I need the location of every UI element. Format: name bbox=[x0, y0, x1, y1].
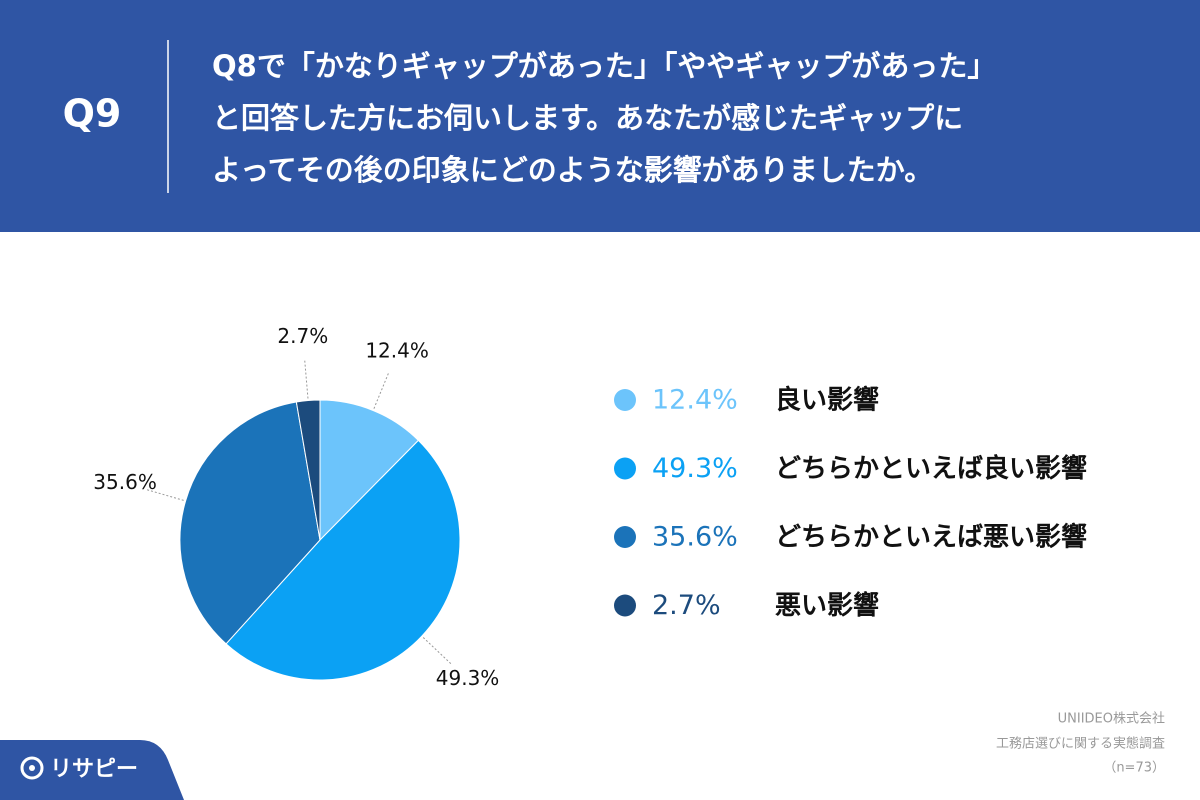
pie-slice bbox=[225, 439, 461, 681]
legend-value: 35.6% bbox=[652, 522, 738, 553]
leader-line bbox=[304, 358, 309, 399]
legend-value: 49.3% bbox=[652, 453, 738, 484]
slice-label: 12.4% bbox=[365, 339, 429, 363]
slice-label: 49.3% bbox=[436, 666, 500, 690]
legend-label: 良い影響 bbox=[775, 385, 879, 416]
panel bbox=[0, 232, 1200, 800]
slice-label: 2.7% bbox=[277, 324, 328, 348]
legend-marker bbox=[614, 594, 636, 617]
legend-label: どちらかといえば悪い影響 bbox=[775, 522, 1087, 553]
legend-marker bbox=[614, 526, 636, 548]
logo-text: リサピー bbox=[50, 757, 138, 782]
leader-line bbox=[373, 371, 390, 409]
logo-icon bbox=[20, 756, 44, 780]
pie-slice bbox=[179, 401, 321, 645]
legend-marker bbox=[614, 457, 636, 480]
legend-label: どちらかといえば良い影響 bbox=[775, 453, 1087, 484]
slice-label: 35.6% bbox=[93, 470, 157, 494]
question-line: と回答した方にお伺いします。あなたが感じたギャップに bbox=[212, 101, 963, 135]
footer-line: （n=73） bbox=[1103, 761, 1165, 776]
question-line: よってその後の印象にどのような影響がありましたか。 bbox=[212, 153, 933, 187]
logo-icon-dot bbox=[29, 765, 35, 771]
legend-marker bbox=[614, 389, 636, 411]
logo-tab bbox=[0, 740, 184, 800]
leader-line bbox=[145, 488, 184, 501]
pie-slice bbox=[319, 399, 420, 542]
legend-label: 悪い影響 bbox=[775, 590, 879, 621]
badge: Q9 bbox=[63, 92, 122, 136]
footer-line: UNIIDEO株式会社 bbox=[1058, 711, 1165, 727]
legend-value: 12.4% bbox=[652, 385, 738, 416]
legend-value: 2.7% bbox=[652, 590, 721, 621]
question-line: Q8で「かなりギャップがあった」「ややギャップがあった」 bbox=[212, 49, 996, 83]
footer-line: 工務店選びに関する実態調査 bbox=[996, 736, 1165, 752]
leader-line bbox=[422, 637, 453, 666]
pie-slice bbox=[295, 399, 321, 541]
